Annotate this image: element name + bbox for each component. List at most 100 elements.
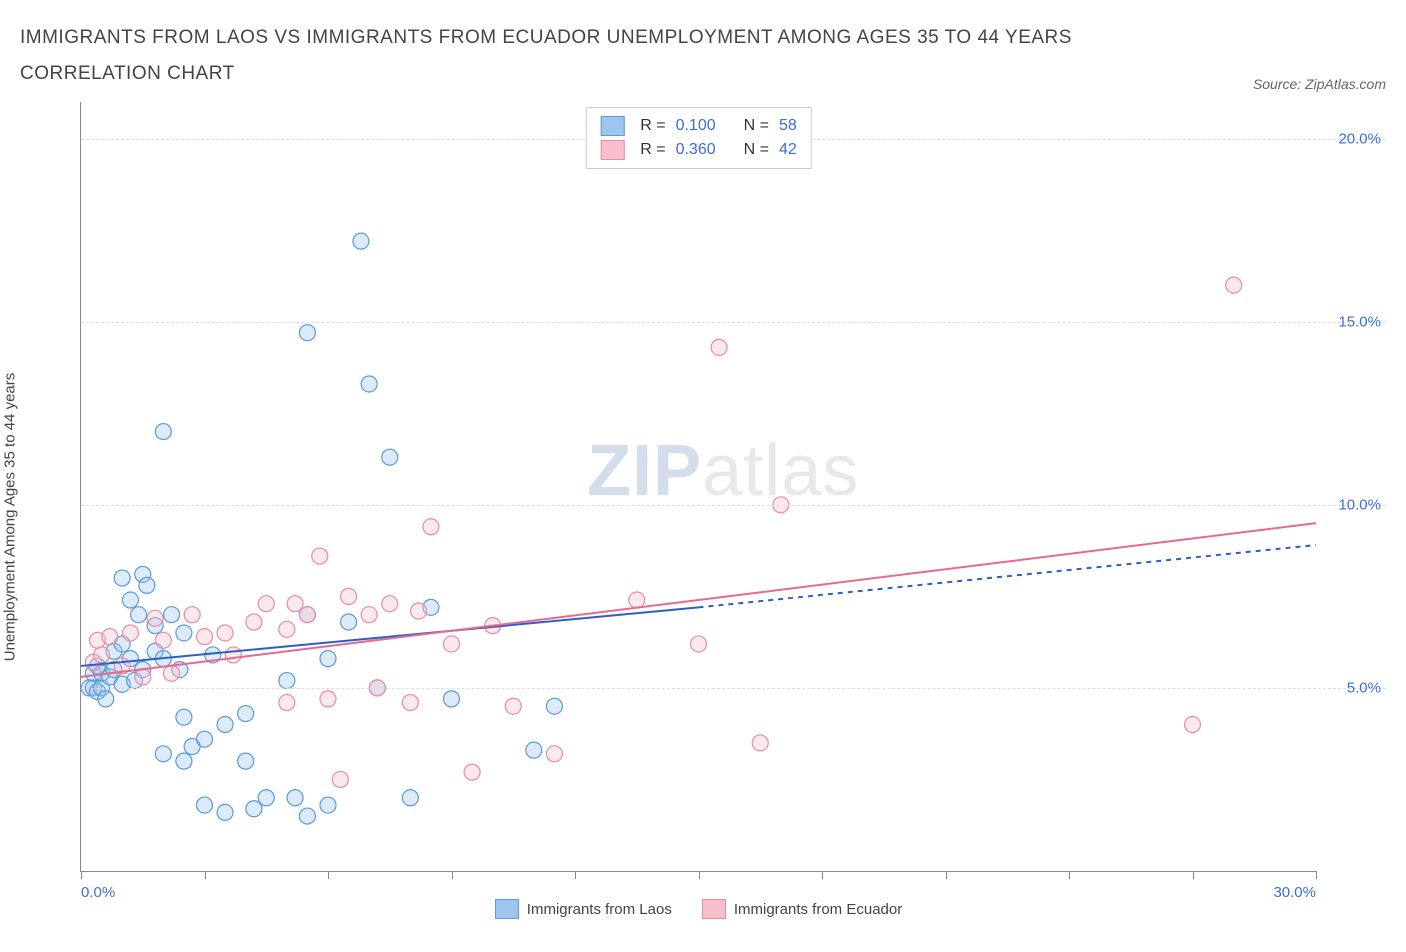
x-tick xyxy=(452,871,453,879)
data-point-laos xyxy=(131,607,147,623)
legend-swatch-laos xyxy=(495,899,519,919)
data-point-ecuador xyxy=(629,592,645,608)
data-point-ecuador xyxy=(332,772,348,788)
data-point-ecuador xyxy=(341,589,357,605)
legend-bottom: Immigrants from Laos Immigrants from Ecua… xyxy=(81,899,1316,919)
data-point-laos xyxy=(299,325,315,341)
data-point-ecuador xyxy=(402,695,418,711)
n-value-laos: 58 xyxy=(779,114,797,138)
r-label: R = xyxy=(640,114,665,138)
data-point-ecuador xyxy=(197,629,213,645)
data-point-laos xyxy=(258,790,274,806)
data-point-laos xyxy=(217,805,233,821)
data-point-ecuador xyxy=(1185,717,1201,733)
data-point-ecuador xyxy=(122,625,138,641)
data-point-ecuador xyxy=(411,603,427,619)
x-tick-label: 30.0% xyxy=(1273,884,1316,901)
data-point-laos xyxy=(176,709,192,725)
x-tick xyxy=(1316,871,1317,879)
data-point-ecuador xyxy=(217,625,233,641)
y-tick-label: 20.0% xyxy=(1338,130,1381,147)
data-point-ecuador xyxy=(423,519,439,535)
data-point-laos xyxy=(320,651,336,667)
data-point-ecuador xyxy=(711,340,727,356)
data-point-ecuador xyxy=(279,622,295,638)
data-point-laos xyxy=(155,746,171,762)
data-point-ecuador xyxy=(184,607,200,623)
y-tick-label: 10.0% xyxy=(1338,496,1381,513)
data-point-laos xyxy=(197,797,213,813)
legend-stat-row-ecuador: R = 0.360N = 42 xyxy=(600,138,797,162)
x-tick xyxy=(575,871,576,879)
data-point-ecuador xyxy=(94,647,110,663)
data-point-ecuador xyxy=(382,596,398,612)
data-point-laos xyxy=(279,673,295,689)
data-point-laos xyxy=(139,578,155,594)
legend-label-ecuador: Immigrants from Ecuador xyxy=(734,901,902,918)
data-point-laos xyxy=(176,625,192,641)
data-point-laos xyxy=(164,607,180,623)
legend-swatch-ecuador xyxy=(600,140,624,160)
y-tick-label: 5.0% xyxy=(1347,680,1381,697)
data-point-ecuador xyxy=(279,695,295,711)
legend-item-laos: Immigrants from Laos xyxy=(495,899,672,919)
n-value-ecuador: 42 xyxy=(779,138,797,162)
data-point-ecuador xyxy=(546,746,562,762)
y-axis-label: Unemployment Among Ages 35 to 44 years xyxy=(2,373,19,662)
x-tick xyxy=(822,871,823,879)
data-point-ecuador xyxy=(444,636,460,652)
trend-line-ext-laos xyxy=(699,545,1317,607)
data-point-laos xyxy=(402,790,418,806)
data-point-laos xyxy=(217,717,233,733)
data-point-ecuador xyxy=(147,611,163,627)
grid-line xyxy=(81,688,1386,689)
data-point-laos xyxy=(197,731,213,747)
n-label: N = xyxy=(744,138,769,162)
x-tick-label: 0.0% xyxy=(81,884,115,901)
legend-swatch-laos xyxy=(600,116,624,136)
source-label: Source: ZipAtlas.com xyxy=(1253,76,1386,92)
x-tick xyxy=(946,871,947,879)
data-point-ecuador xyxy=(225,647,241,663)
r-value-laos: 0.100 xyxy=(676,114,716,138)
x-tick xyxy=(328,871,329,879)
x-tick xyxy=(81,871,82,879)
data-point-laos xyxy=(546,698,562,714)
data-point-laos xyxy=(353,233,369,249)
data-point-laos xyxy=(526,742,542,758)
data-point-laos xyxy=(114,570,130,586)
grid-line xyxy=(81,322,1386,323)
n-label: N = xyxy=(744,114,769,138)
data-point-ecuador xyxy=(258,596,274,612)
chart-container: Unemployment Among Ages 35 to 44 years Z… xyxy=(20,102,1386,932)
data-point-ecuador xyxy=(299,607,315,623)
legend-stats-box: R = 0.100 N = 58R = 0.360N = 42 xyxy=(585,107,812,169)
data-point-laos xyxy=(238,753,254,769)
x-tick xyxy=(1069,871,1070,879)
plot-area: ZIPatlas R = 0.100N = 58R = 0.360N = 42 … xyxy=(80,102,1316,872)
legend-stat-row-laos: R = 0.100 N = 58 xyxy=(600,114,797,138)
data-point-ecuador xyxy=(320,691,336,707)
scatter-plot-svg xyxy=(81,102,1316,871)
data-point-ecuador xyxy=(1226,277,1242,293)
data-point-laos xyxy=(238,706,254,722)
data-point-ecuador xyxy=(164,665,180,681)
data-point-ecuador xyxy=(155,632,171,648)
legend-label-laos: Immigrants from Laos xyxy=(527,901,672,918)
data-point-laos xyxy=(361,376,377,392)
data-point-ecuador xyxy=(505,698,521,714)
chart-title: IMMIGRANTS FROM LAOS VS IMMIGRANTS FROM … xyxy=(20,20,1120,92)
r-label: R = xyxy=(640,138,665,162)
data-point-laos xyxy=(382,449,398,465)
data-point-laos xyxy=(246,801,262,817)
data-point-ecuador xyxy=(135,669,151,685)
y-tick-label: 15.0% xyxy=(1338,313,1381,330)
x-tick xyxy=(699,871,700,879)
data-point-ecuador xyxy=(752,735,768,751)
data-point-ecuador xyxy=(102,629,118,645)
data-point-laos xyxy=(122,592,138,608)
x-tick xyxy=(1193,871,1194,879)
data-point-laos xyxy=(155,424,171,440)
data-point-laos xyxy=(176,753,192,769)
data-point-laos xyxy=(287,790,303,806)
